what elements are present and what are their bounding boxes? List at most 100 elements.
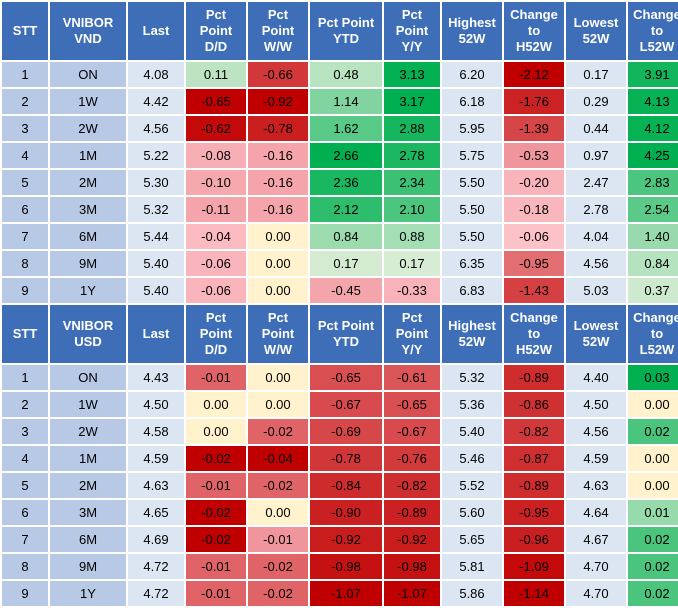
chg-h52w-cell: -1.09 [504, 554, 564, 579]
pct-ww-cell: 0.00 [248, 224, 308, 249]
pct-ytd-cell: 2.66 [310, 143, 382, 168]
column-header-pct-ytd: Pct Point YTD [310, 2, 382, 60]
last-cell: 4.50 [128, 392, 184, 417]
low-52w-cell: 4.56 [566, 251, 626, 276]
tenor-cell: ON [50, 62, 126, 87]
pct-yy-cell: -0.76 [384, 446, 440, 471]
pct-dd-cell: -0.02 [186, 527, 246, 552]
last-cell: 4.72 [128, 554, 184, 579]
pct-yy-cell: 2.10 [384, 197, 440, 222]
chg-h52w-cell: -0.95 [504, 500, 564, 525]
tenor-cell: 1Y [50, 278, 126, 303]
column-header-high-52w: Highest 52W [442, 305, 502, 363]
pct-ww-cell: -0.02 [248, 419, 308, 444]
high-52w-cell: 5.60 [442, 500, 502, 525]
tenor-cell: 1M [50, 446, 126, 471]
chg-l52w-cell: 0.03 [628, 365, 678, 390]
low-52w-cell: 0.17 [566, 62, 626, 87]
pct-dd-cell: -0.02 [186, 500, 246, 525]
last-cell: 5.40 [128, 278, 184, 303]
pct-dd-cell: 0.00 [186, 419, 246, 444]
low-52w-cell: 5.03 [566, 278, 626, 303]
tenor-cell: 6M [50, 527, 126, 552]
pct-yy-cell: 0.17 [384, 251, 440, 276]
table-row: 7 6M 4.69 -0.02 -0.01 -0.92 -0.92 5.65 -0.96 4.67… [2, 527, 678, 552]
table-row: 6 3M 5.32 -0.11 -0.16 2.12 2.10 5.50 -0.18 2.78 2.… [2, 197, 678, 222]
table-row: 5 2M 4.63 -0.01 -0.02 -0.84 -0.82 5.52 -0.89 4.63… [2, 473, 678, 498]
low-52w-cell: 4.56 [566, 419, 626, 444]
pct-dd-cell: -0.11 [186, 197, 246, 222]
stt-cell: 4 [2, 446, 48, 471]
pct-ytd-cell: -0.69 [310, 419, 382, 444]
high-52w-cell: 5.95 [442, 116, 502, 141]
chg-l52w-cell: 0.00 [628, 473, 678, 498]
last-cell: 4.59 [128, 446, 184, 471]
column-header-pct-dd: Pct Point D/D [186, 2, 246, 60]
high-52w-cell: 6.20 [442, 62, 502, 87]
vnibor-usd-table: STT VNIBOR USD Last Pct Point D/D Pct Point W/W Pc… [0, 303, 678, 608]
pct-yy-cell: -0.65 [384, 392, 440, 417]
table-row: 4 1M 5.22 -0.08 -0.16 2.66 2.78 5.75 -0.53 0.97 4.… [2, 143, 678, 168]
high-52w-cell: 5.36 [442, 392, 502, 417]
column-header-chg-l52w: Change to L52W [628, 2, 678, 60]
column-header-chg-h52w: Change to H52W [504, 305, 564, 363]
chg-l52w-cell: 0.01 [628, 500, 678, 525]
pct-dd-cell: -0.01 [186, 581, 246, 606]
chg-h52w-cell: -0.20 [504, 170, 564, 195]
stt-cell: 2 [2, 89, 48, 114]
table-row: 9 1Y 4.72 -0.01 -0.02 -1.07 -1.07 5.86 -1.14 4.70… [2, 581, 678, 606]
chg-l52w-cell: 0.37 [628, 278, 678, 303]
chg-l52w-cell: 0.00 [628, 392, 678, 417]
pct-ytd-cell: -0.90 [310, 500, 382, 525]
low-52w-cell: 4.50 [566, 392, 626, 417]
last-cell: 4.63 [128, 473, 184, 498]
column-header-high-52w: Highest 52W [442, 2, 502, 60]
high-52w-cell: 5.50 [442, 197, 502, 222]
pct-ww-cell: -0.16 [248, 197, 308, 222]
table-row: 8 9M 4.72 -0.01 -0.02 -0.98 -0.98 5.81 -1.09 4.70… [2, 554, 678, 579]
column-header-stt: STT [2, 305, 48, 363]
stt-cell: 3 [2, 116, 48, 141]
last-cell: 4.43 [128, 365, 184, 390]
pct-ytd-cell: 0.17 [310, 251, 382, 276]
column-header-pct-ww: Pct Point W/W [248, 2, 308, 60]
high-52w-cell: 5.50 [442, 224, 502, 249]
pct-ww-cell: -0.78 [248, 116, 308, 141]
chg-h52w-cell: -0.87 [504, 446, 564, 471]
tenor-cell: 1Y [50, 581, 126, 606]
tenor-cell: 2M [50, 170, 126, 195]
tenor-cell: 1W [50, 392, 126, 417]
column-header-stt: STT [2, 2, 48, 60]
pct-yy-cell: -1.07 [384, 581, 440, 606]
table-row: 8 9M 5.40 -0.06 0.00 0.17 0.17 6.35 -0.95 4.56 0.8… [2, 251, 678, 276]
pct-ytd-cell: -1.07 [310, 581, 382, 606]
tenor-cell: ON [50, 365, 126, 390]
stt-cell: 4 [2, 143, 48, 168]
pct-yy-cell: 2.34 [384, 170, 440, 195]
table-row: 1 ON 4.08 0.11 -0.66 0.48 3.13 6.20 -2.12 0.17 3.9… [2, 62, 678, 87]
last-cell: 4.58 [128, 419, 184, 444]
pct-yy-cell: -0.33 [384, 278, 440, 303]
column-header-pct-ytd: Pct Point YTD [310, 305, 382, 363]
pct-ww-cell: 0.00 [248, 365, 308, 390]
pct-ww-cell: -0.16 [248, 143, 308, 168]
column-header-low-52w: Lowest 52W [566, 2, 626, 60]
last-cell: 5.40 [128, 251, 184, 276]
last-cell: 5.44 [128, 224, 184, 249]
low-52w-cell: 4.40 [566, 365, 626, 390]
chg-l52w-cell: 4.13 [628, 89, 678, 114]
pct-dd-cell: -0.65 [186, 89, 246, 114]
pct-ww-cell: -0.02 [248, 581, 308, 606]
chg-h52w-cell: -0.89 [504, 365, 564, 390]
tenor-cell: 2W [50, 419, 126, 444]
high-52w-cell: 6.18 [442, 89, 502, 114]
chg-l52w-cell: 4.25 [628, 143, 678, 168]
table-row: 3 2W 4.56 -0.62 -0.78 1.62 2.88 5.95 -1.39 0.44 4.… [2, 116, 678, 141]
chg-l52w-cell: 0.02 [628, 581, 678, 606]
low-52w-cell: 4.64 [566, 500, 626, 525]
pct-ytd-cell: 0.84 [310, 224, 382, 249]
stt-cell: 7 [2, 527, 48, 552]
high-52w-cell: 5.32 [442, 365, 502, 390]
pct-dd-cell: -0.02 [186, 446, 246, 471]
tenor-cell: 3M [50, 500, 126, 525]
